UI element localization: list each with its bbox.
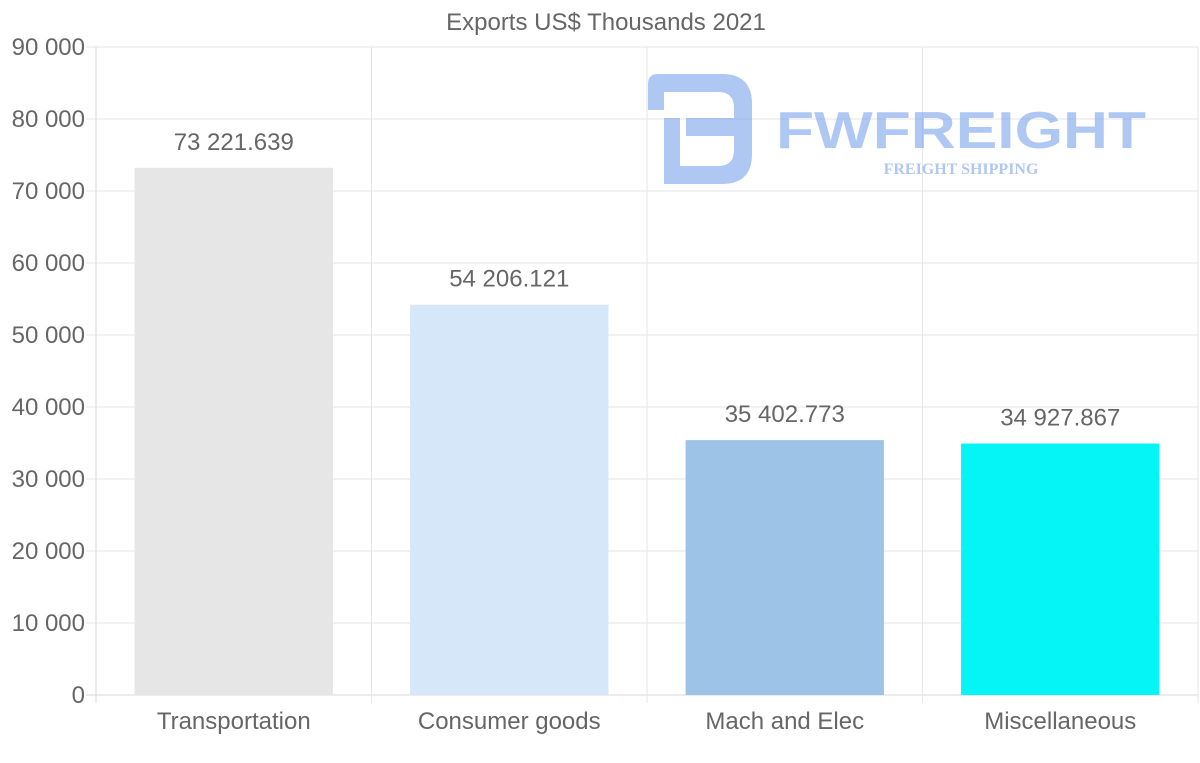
- watermark: FWFREIGHT FREIGHT SHIPPING: [648, 74, 1146, 184]
- bar: [961, 443, 1160, 695]
- x-tick-label: Miscellaneous: [984, 708, 1136, 735]
- x-axis-ticks: Transportation Consumer goods Mach and Ele…: [157, 708, 1136, 735]
- bar: [134, 167, 333, 695]
- data-label: 34 927.867: [1000, 405, 1120, 432]
- bar: [685, 440, 884, 695]
- y-tick-label: 50 000: [12, 322, 85, 349]
- watermark-tagline: FREIGHT SHIPPING: [884, 161, 1039, 178]
- y-tick-label: 40 000: [12, 394, 85, 421]
- y-tick-label: 20 000: [12, 538, 85, 565]
- bars: [134, 167, 1160, 695]
- data-label: 35 402.773: [725, 401, 845, 428]
- y-tick-label: 10 000: [12, 610, 85, 637]
- watermark-brand: FWFREIGHT: [776, 102, 1146, 160]
- x-tick-label: Consumer goods: [418, 708, 601, 735]
- y-axis-ticks: 0 10 000 20 000 30 000 40 000 50 000 60 000 70 …: [12, 34, 85, 709]
- data-labels: 73 221.639 54 206.121 35 402.773 34 927.867: [174, 129, 1121, 432]
- y-tick-label: 90 000: [12, 34, 85, 61]
- fwfreight-logo-icon: [648, 74, 752, 184]
- y-tick-label: 80 000: [12, 106, 85, 133]
- y-tick-label: 0: [72, 682, 85, 709]
- x-tick-label: Mach and Elec: [705, 708, 864, 735]
- y-tick-label: 60 000: [12, 250, 85, 277]
- y-tick-label: 30 000: [12, 466, 85, 493]
- x-tick-label: Transportation: [157, 708, 311, 735]
- data-label: 73 221.639: [174, 129, 294, 156]
- y-tick-label: 70 000: [12, 178, 85, 205]
- bar: [410, 304, 609, 695]
- chart-title: Exports US$ Thousands 2021: [446, 9, 766, 36]
- data-label: 54 206.121: [449, 266, 569, 293]
